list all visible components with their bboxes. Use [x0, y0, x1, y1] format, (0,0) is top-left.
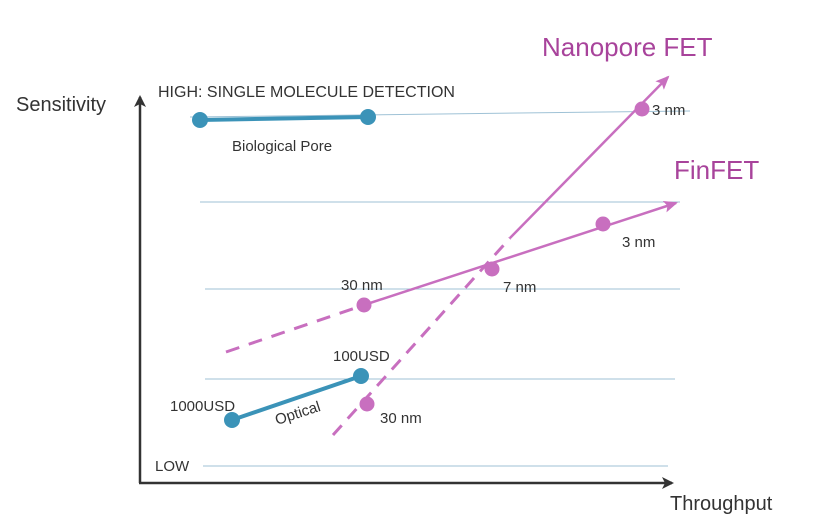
- finfet-3nm-label: 3 nm: [622, 234, 655, 251]
- nanopore-fet-point-30nm: [359, 396, 375, 412]
- finfet-solid-segment: [363, 201, 678, 307]
- optical-100usd-label: 100USD: [333, 348, 390, 365]
- optical-point-1000usd: [224, 412, 240, 428]
- nanopore-fet-point-3nm: [634, 101, 650, 117]
- finfet-30nm-label: 30 nm: [341, 277, 383, 294]
- nanopore-fet-dashed-segment: [331, 236, 512, 437]
- finfet-point-3nm: [595, 216, 611, 232]
- x-axis-title: Throughput: [670, 493, 773, 515]
- crossover-7nm-label: 7 nm: [503, 279, 536, 296]
- biological-pore-point-left: [192, 112, 208, 128]
- nanopore-fet-30nm-label: 30 nm: [380, 410, 422, 427]
- nanopore-fet-title: Nanopore FET: [542, 32, 713, 62]
- y-axis-title: Sensitivity: [16, 94, 106, 116]
- finfet-dashed-segment: [225, 303, 365, 354]
- biological-pore-point-right: [360, 109, 376, 125]
- optical-line: [231, 374, 362, 422]
- finfet-point-30nm: [356, 297, 372, 313]
- nanopore-fet-3nm-label: 3 nm: [652, 102, 685, 119]
- crossover-point-7nm: [484, 261, 500, 277]
- low-level-label: LOW: [155, 458, 190, 475]
- high-level-label: HIGH: SINGLE MOLECULE DETECTION: [158, 84, 455, 101]
- gridline-high: [189, 110, 691, 118]
- finfet-title: FinFET: [674, 155, 759, 185]
- biological-pore-line: [199, 115, 369, 122]
- optical-1000usd-label: 1000USD: [170, 398, 235, 415]
- optical-point-100usd: [353, 368, 369, 384]
- biological-pore-label: Biological Pore: [232, 138, 332, 155]
